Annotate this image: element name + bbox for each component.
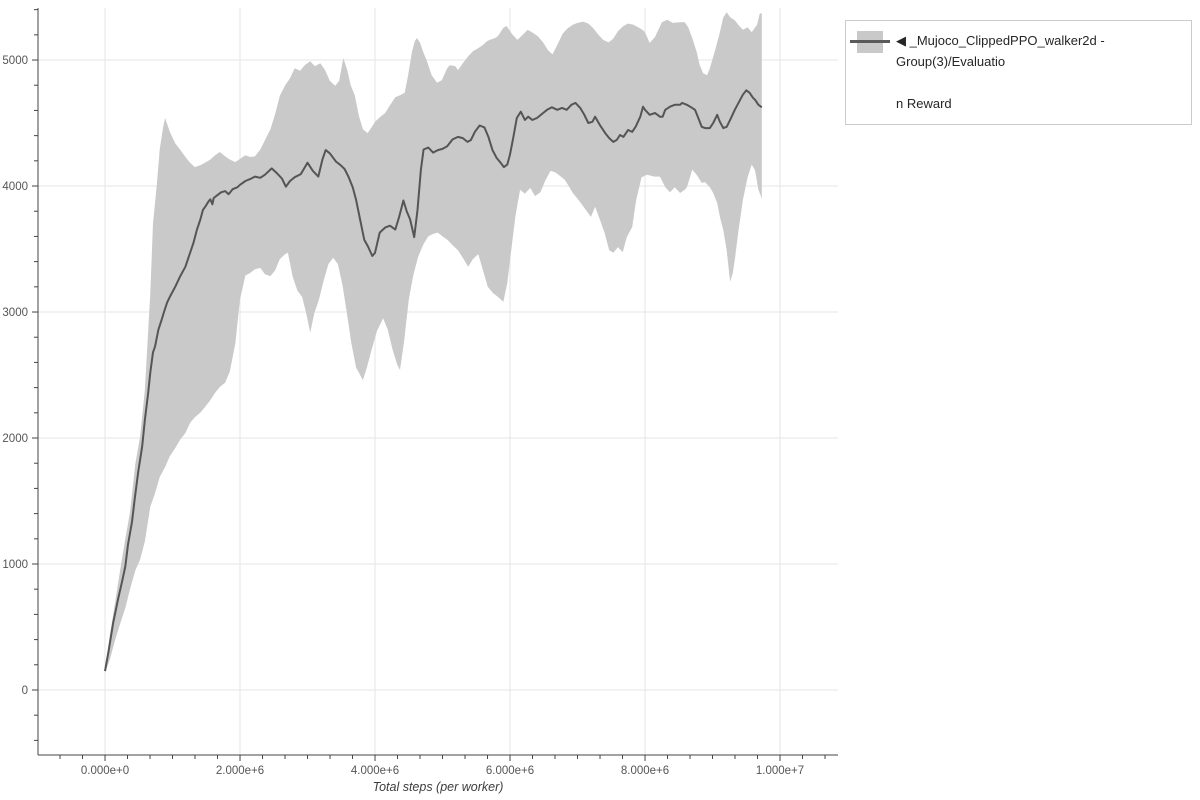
legend-label-line-2: n Reward: [896, 96, 952, 111]
legend: ◀ _Mujoco_ClippedPPO_walker2d - Group(3)…: [845, 20, 1192, 125]
y-tick-label: 4000: [2, 181, 28, 193]
legend-mean-line-swatch: [850, 40, 890, 43]
y-tick-label: 0: [22, 685, 28, 697]
legend-band-swatch: [850, 31, 890, 53]
axes: [32, 8, 838, 761]
y-tick-label: 3000: [2, 307, 28, 319]
std-band: [105, 12, 762, 673]
legend-label-line-1: ◀ _Mujoco_ClippedPPO_walker2d - Group(3)…: [896, 33, 1105, 69]
x-tick-label: 6.000e+6: [486, 765, 534, 777]
x-tick-label: 4.000e+6: [351, 765, 399, 777]
legend-label: ◀ _Mujoco_ClippedPPO_walker2d - Group(3)…: [896, 30, 1181, 114]
x-tick-label: 2.000e+6: [216, 765, 264, 777]
y-tick-label: 1000: [2, 559, 28, 571]
y-tick-label: 2000: [2, 433, 28, 445]
x-tick-label: 8.000e+6: [621, 765, 669, 777]
x-axis-title: Total steps (per worker): [373, 780, 504, 794]
x-tick-label: 0.000e+0: [81, 765, 129, 777]
mean-line: [104, 89, 763, 672]
y-tick-label: 5000: [2, 55, 28, 67]
x-tick-label: 1.000e+7: [756, 765, 804, 777]
